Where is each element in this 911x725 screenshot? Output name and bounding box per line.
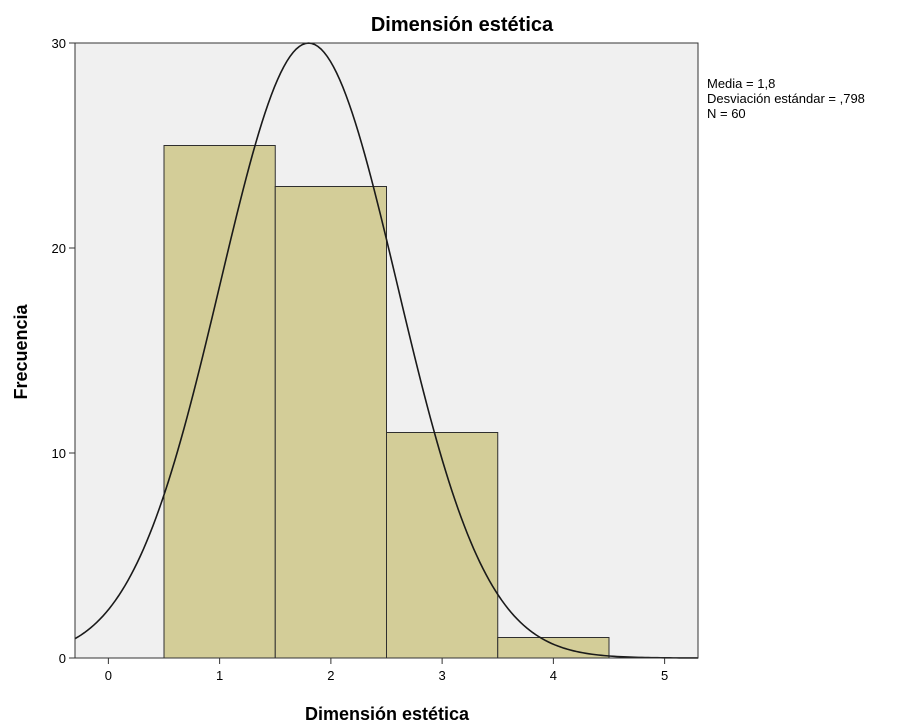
bars-group	[163, 145, 610, 659]
x-axis-title: Dimensión estética	[305, 704, 470, 724]
x-axis: 0 1 2 3 4 5	[105, 658, 668, 683]
plot-border	[74, 42, 699, 659]
stat-line: Media = 1,8	[707, 76, 775, 91]
x-tick-label: 3	[439, 668, 446, 683]
histogram-bar-2	[274, 186, 387, 659]
y-axis: 0 10 20 30	[52, 36, 75, 666]
x-tick-label: 0	[105, 668, 112, 683]
x-tick-label: 4	[550, 668, 557, 683]
x-tick-label: 5	[661, 668, 668, 683]
normal-curve	[74, 42, 699, 659]
x-tick-label: 2	[327, 668, 334, 683]
histogram-bar-1	[163, 145, 276, 659]
y-tick-label: 30	[52, 36, 66, 51]
histogram-bar-3	[386, 432, 499, 659]
stat-line: N = 60	[707, 106, 746, 121]
stat-line: Desviación estándar = ,798	[707, 91, 865, 106]
chart-title: Dimensión estética	[371, 14, 554, 36]
x-tick-label: 1	[216, 668, 223, 683]
y-tick-label: 20	[52, 241, 66, 256]
y-axis-title: Frecuencia	[11, 303, 31, 399]
y-tick-label: 10	[52, 446, 66, 461]
y-tick-label: 0	[59, 651, 66, 666]
